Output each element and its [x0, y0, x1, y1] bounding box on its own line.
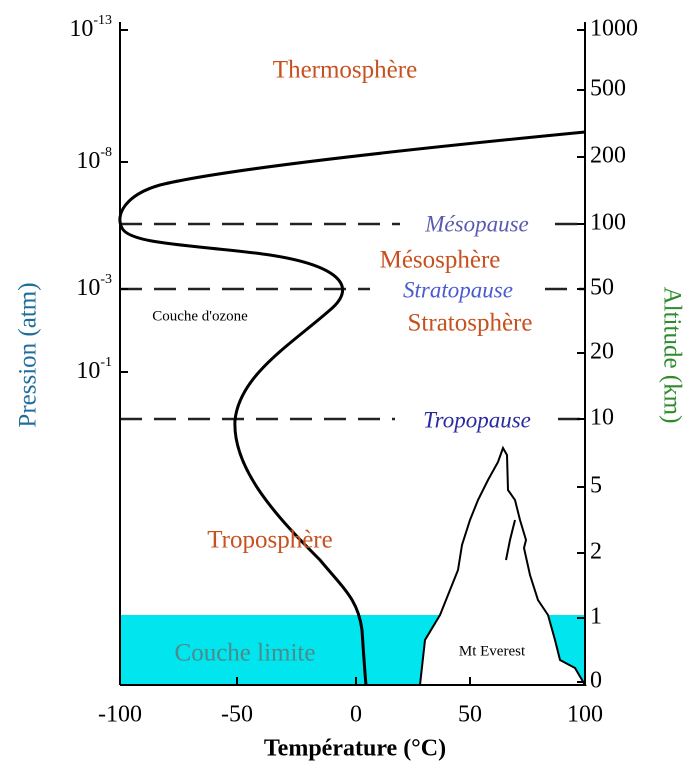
right-axis-label: Altitude (km) [658, 287, 685, 424]
left-tick-label: 10-8 [76, 145, 112, 173]
x-tick-label: 100 [567, 702, 603, 728]
layer-label: Troposphère [207, 527, 332, 554]
everest-label: Mt Everest [459, 643, 526, 659]
ozone-label: Couche d'ozone [152, 308, 248, 324]
everest [418, 445, 587, 686]
x-tick-label: -100 [98, 702, 142, 728]
layer-label: Thermosphère [273, 57, 417, 84]
right-tick-label: 20 [590, 339, 614, 365]
left-tick-label: 10-13 [69, 13, 112, 41]
right-tick-label: 500 [590, 76, 626, 102]
layer-label: Couche limite [175, 640, 316, 667]
tick-exponent: -1 [100, 355, 112, 370]
tick-base: 10 [76, 358, 100, 384]
tick-exponent: -13 [93, 13, 112, 28]
x-tick-label: 0 [350, 702, 362, 728]
layer-label: Stratosphère [408, 310, 533, 337]
right-tick-label: 1000 [590, 16, 638, 42]
left-tick-label: 10-1 [76, 355, 112, 383]
tick-base: 10 [76, 148, 100, 174]
x-tick-label: 50 [458, 702, 482, 728]
tick-exponent: -8 [100, 145, 112, 160]
boundary-label: Stratopause [403, 277, 513, 302]
everest-ridge [505, 519, 516, 561]
right-tick-label: 1 [590, 604, 602, 630]
tick-base: 10 [76, 275, 100, 301]
temperature-curve [118, 130, 586, 686]
boundary-label: Mésopause [424, 211, 528, 236]
right-tick-label: 2 [590, 539, 602, 565]
right-tick-label: 50 [590, 275, 614, 301]
x-tick-label: -50 [221, 702, 253, 728]
tick-exponent: -3 [100, 272, 112, 287]
ticks: -100 -50 0 50 1001000500200100502010521010-1… [69, 13, 638, 727]
right-tick-label: 0 [590, 668, 602, 694]
right-tick-label: 100 [590, 210, 626, 236]
right-tick-label: 10 [590, 405, 614, 431]
tick-base: 10 [69, 16, 93, 42]
boundary-label: Tropopause [423, 407, 531, 432]
right-tick-label: 5 [590, 473, 602, 499]
left-axis-label: Pression (atm) [15, 282, 42, 427]
layer-label: Mésosphère [380, 247, 501, 274]
x-axis-label: Température (°C) [264, 736, 446, 762]
right-tick-label: 200 [590, 143, 626, 169]
left-tick-label: 10-3 [76, 272, 112, 300]
